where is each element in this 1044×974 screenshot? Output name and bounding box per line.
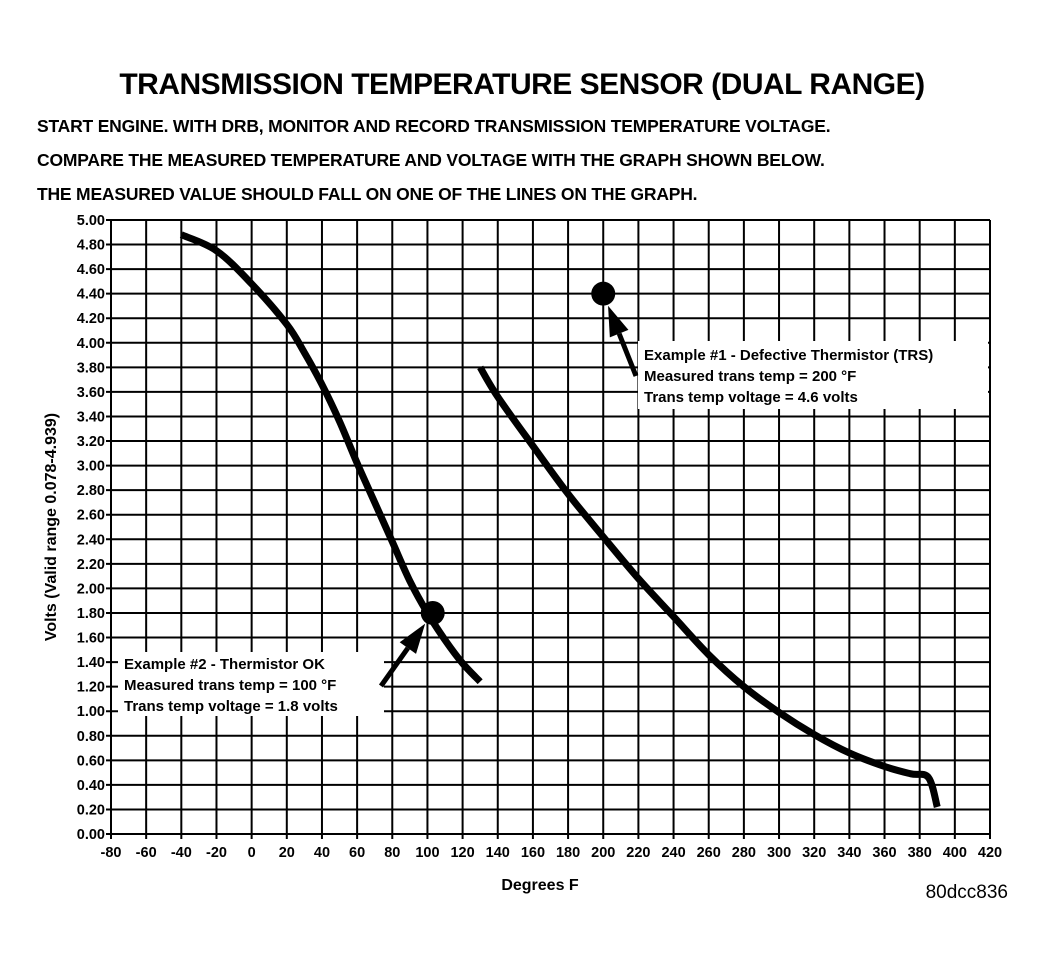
- example-point-1: [591, 281, 616, 306]
- y-tick-label: 4.00: [77, 336, 105, 352]
- annotation-line: Trans temp voltage = 4.6 volts: [644, 389, 858, 406]
- x-tick-label: 420: [978, 845, 1002, 861]
- example-points: [378, 281, 639, 688]
- y-tick-label: 3.00: [77, 459, 105, 475]
- example-point-2: [420, 600, 445, 625]
- annotations: Example #1 - Defective Thermistor (TRS) M…: [118, 341, 988, 716]
- y-tick-label: 1.00: [77, 704, 105, 720]
- y-tick-label: 0.00: [77, 827, 105, 843]
- x-tick-label: -20: [206, 845, 227, 861]
- x-tick-label: 120: [450, 845, 474, 861]
- x-tick-label: 80: [384, 845, 400, 861]
- x-tick-labels: -80 -60 -40 -20 0 20 40 60 80 100 120 140 160 180 200 2…: [101, 845, 1003, 861]
- series-line-1: [179, 231, 483, 685]
- y-tick-label: 3.40: [77, 409, 105, 425]
- x-tick-label: 20: [279, 845, 295, 861]
- y-tick-label: 1.40: [77, 655, 105, 671]
- y-tick-label: 0.60: [77, 753, 105, 769]
- x-tick-label: 40: [314, 845, 330, 861]
- x-tick-label: 0: [248, 845, 256, 861]
- x-tick-label: 240: [661, 845, 685, 861]
- y-tick-label: 4.40: [77, 287, 105, 303]
- chart-title: TRANSMISSION TEMPERATURE SENSOR (DUAL RA…: [119, 68, 925, 101]
- x-tick-label: 180: [556, 845, 580, 861]
- annotation-box: [638, 341, 988, 409]
- y-tick-label: 3.20: [77, 434, 105, 450]
- annotation-line: Measured trans temp = 100 °F: [124, 677, 336, 694]
- grid: [106, 219, 991, 839]
- arrow-head: [399, 623, 426, 654]
- arrow-shaft: [378, 646, 410, 688]
- x-tick-label: -40: [171, 845, 192, 861]
- x-tick-label: 340: [837, 845, 861, 861]
- arrow-shaft: [616, 332, 639, 377]
- x-tick-label: 260: [697, 845, 721, 861]
- x-tick-label: 320: [802, 845, 826, 861]
- y-tick-label: 2.40: [77, 532, 105, 548]
- annotation-line: Example #2 - Thermistor OK: [124, 656, 325, 673]
- y-tick-label: 5.00: [77, 213, 105, 229]
- y-tick-label: 4.20: [77, 311, 105, 327]
- x-axis-label: Degrees F: [501, 877, 579, 894]
- annotation-line: Trans temp voltage = 1.8 volts: [124, 698, 338, 715]
- series-lines: [179, 231, 941, 808]
- x-tick-label: 140: [486, 845, 510, 861]
- x-tick-label: 380: [908, 845, 932, 861]
- x-tick-label: 160: [521, 845, 545, 861]
- x-tick-label: 300: [767, 845, 791, 861]
- y-tick-label: 2.60: [77, 508, 105, 524]
- annotation-line: Measured trans temp = 200 °F: [644, 368, 856, 385]
- x-tick-label: 200: [591, 845, 615, 861]
- x-tick-label: 220: [626, 845, 650, 861]
- arrow-head: [608, 305, 629, 338]
- y-tick-label: 2.20: [77, 557, 105, 573]
- instruction-line-2: COMPARE THE MEASURED TEMPERATURE AND VOL…: [37, 150, 825, 170]
- y-tick-label: 3.60: [77, 385, 105, 401]
- y-tick-label: 2.00: [77, 581, 105, 597]
- y-tick-label: 3.80: [77, 360, 105, 376]
- x-tick-label: -80: [101, 845, 122, 861]
- y-tick-label: 1.80: [77, 606, 105, 622]
- y-tick-label: 1.60: [77, 631, 105, 647]
- instruction-line-3: THE MEASURED VALUE SHOULD FALL ON ONE OF…: [37, 184, 698, 204]
- x-tick-label: 400: [943, 845, 967, 861]
- series-line-2: [477, 365, 941, 808]
- y-tick-label: 4.80: [77, 238, 105, 254]
- y-tick-label: 0.20: [77, 802, 105, 818]
- x-tick-label: 360: [872, 845, 896, 861]
- x-tick-label: 280: [732, 845, 756, 861]
- y-tick-label: 0.40: [77, 778, 105, 794]
- y-tick-label: 4.60: [77, 262, 105, 278]
- y-tick-label: 2.80: [77, 483, 105, 499]
- y-tick-label: 1.20: [77, 680, 105, 696]
- annotation-box: [118, 652, 384, 716]
- y-tick-labels: 0.00 0.20 0.40 0.60 0.80 1.00 1.20 1.40 1.60 1.80…: [77, 213, 105, 843]
- x-tick-label: 60: [349, 845, 365, 861]
- y-axis-label: Volts (Valid range 0.078-4.939): [43, 413, 60, 641]
- annotation-line: Example #1 - Defective Thermistor (TRS): [644, 347, 933, 364]
- figure-reference: 80dcc836: [926, 882, 1008, 903]
- x-tick-label: -60: [136, 845, 157, 861]
- instruction-line-1: START ENGINE. WITH DRB, MONITOR AND RECO…: [37, 116, 831, 136]
- x-tick-label: 100: [415, 845, 439, 861]
- y-tick-label: 0.80: [77, 729, 105, 745]
